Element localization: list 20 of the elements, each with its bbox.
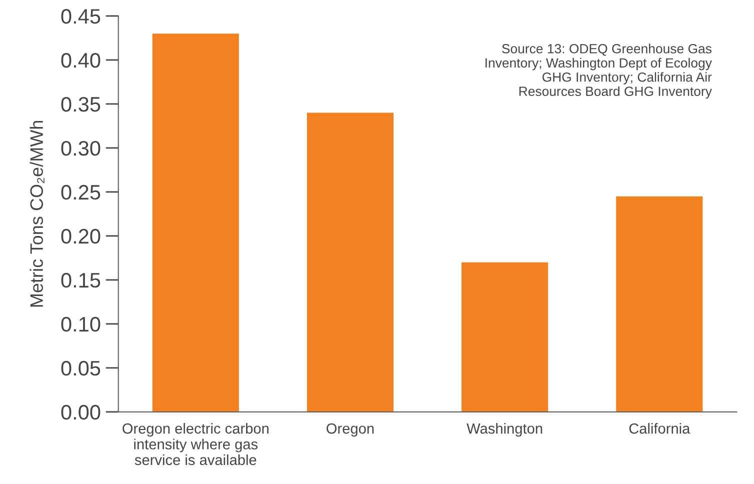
y-tick-label: 0.10 [61,316,100,332]
y-axis-title: Metric Tons CO₂e/MWh [30,120,44,307]
y-tick-label: 0.40 [61,52,100,68]
bar [152,34,239,412]
y-tick-label: 0.00 [61,404,100,420]
x-tick-label: Oregon electric carbon intensity where gas service is available [122,422,268,466]
annotation: Source 13: ODEQ Greenhouse Gas Inventory; Washington Dept of Ecology GHG Inventory; California Air Resources Board GHG Inventory [486,44,712,99]
y-tick-label: 0.30 [61,140,100,156]
x-tick-label: Oregon [326,423,374,437]
y-tick-label: 0.20 [61,228,100,244]
y-tick-label: 0.35 [61,96,100,112]
x-tick-label: Washington [466,422,542,437]
y-tick-label: 0.15 [61,272,100,288]
y-tick-label: 0.25 [61,184,100,200]
bar [616,196,703,412]
y-tick-label: 0.45 [61,8,100,24]
bar [462,262,548,412]
bar [306,112,394,412]
x-tick-label: California [629,422,690,434]
y-tick-label: 0.05 [61,360,100,376]
